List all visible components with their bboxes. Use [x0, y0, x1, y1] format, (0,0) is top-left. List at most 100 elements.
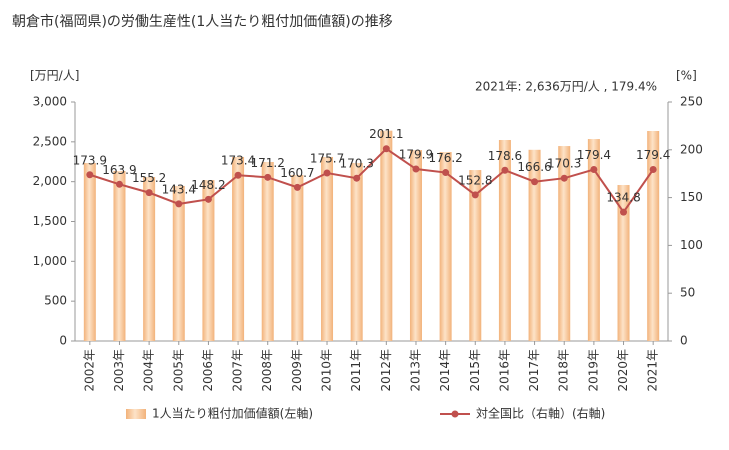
bar	[291, 174, 304, 341]
x-tick-label: 2014年	[438, 349, 452, 392]
x-tick-label: 2003年	[112, 349, 126, 392]
annotation: 2021年: 2,636万円/人 , 179.4%	[475, 80, 657, 94]
bar	[261, 161, 274, 341]
line-point	[382, 145, 390, 153]
bar	[409, 150, 422, 341]
data-label: 155.2	[132, 171, 166, 185]
y-tick-label: 1,000	[33, 254, 67, 268]
x-tick-label: 2020年	[616, 349, 630, 392]
data-label: 152.8	[458, 173, 492, 187]
x-tick-label: 2004年	[142, 349, 156, 392]
data-label: 179.4	[577, 148, 611, 162]
line	[89, 147, 654, 214]
line-point	[442, 169, 450, 177]
bar	[617, 185, 630, 341]
line-point	[412, 165, 420, 173]
y2-tick-label: 150	[680, 190, 703, 204]
bar	[350, 163, 363, 341]
y2-unit: [%]	[676, 69, 697, 83]
x-tick-label: 2019年	[586, 349, 600, 392]
y2-tick-label: 50	[680, 286, 695, 300]
data-label: 178.6	[488, 149, 522, 163]
line-point	[175, 200, 183, 208]
data-label: 175.7	[310, 152, 344, 166]
y-tick-label: 0	[59, 334, 67, 348]
y-tick-label: 1,500	[33, 214, 67, 228]
x-tick-label: 2013年	[408, 349, 422, 392]
line-point	[86, 171, 94, 179]
x-tick-label: 2017年	[527, 349, 541, 392]
x-tick-label: 2005年	[171, 349, 185, 392]
x-tick-label: 2016年	[497, 349, 511, 392]
bar	[469, 170, 482, 341]
y-unit: [万円/人]	[30, 69, 79, 83]
data-label: 163.9	[102, 163, 136, 177]
legend-swatch	[126, 409, 146, 419]
line-point	[145, 189, 153, 197]
y2-tick-label: 0	[680, 334, 688, 348]
legend-label: 1人当たり粗付加価値額(左軸)	[152, 406, 313, 421]
line-point	[560, 174, 568, 182]
data-label: 170.3	[547, 157, 581, 171]
x-tick-label: 2010年	[320, 349, 334, 392]
bar	[172, 185, 185, 341]
bar	[83, 163, 96, 341]
line-point	[264, 173, 272, 181]
bar	[439, 152, 452, 341]
line-point	[590, 165, 598, 173]
bar	[321, 156, 334, 341]
data-label: 179.4	[636, 148, 670, 162]
x-tick-label: 2015年	[468, 349, 482, 392]
data-label: 201.1	[369, 127, 403, 141]
bar	[498, 140, 511, 341]
line-point	[204, 195, 212, 203]
bar	[113, 170, 126, 341]
data-label: 143.4	[162, 182, 196, 196]
bar	[587, 139, 600, 341]
line-point	[531, 178, 539, 186]
data-label: 170.3	[339, 157, 373, 171]
data-label: 176.2	[428, 151, 462, 165]
x-tick-label: 2012年	[379, 349, 393, 392]
line-point	[501, 166, 509, 174]
y2-tick-label: 100	[680, 238, 703, 252]
legend-swatch	[451, 410, 459, 418]
y2-tick-label: 200	[680, 142, 703, 156]
x-tick-label: 2006年	[201, 349, 215, 392]
line-point	[353, 174, 361, 182]
line-point	[649, 165, 657, 173]
bar	[528, 149, 541, 341]
line-point	[323, 169, 331, 177]
bar	[558, 146, 571, 341]
data-label: 134.8	[606, 191, 640, 205]
data-label: 173.4	[221, 154, 255, 168]
data-label: 148.2	[191, 178, 225, 192]
data-label: 166.6	[517, 160, 551, 174]
x-tick-label: 2021年	[646, 349, 660, 392]
x-tick-label: 2007年	[231, 349, 245, 392]
y-tick-label: 500	[44, 294, 67, 308]
x-tick-label: 2008年	[260, 349, 274, 392]
chart-title: 朝倉市(福岡県)の労働生産性(1人当たり粗付加価値額)の推移	[12, 13, 393, 30]
legend-label: 対全国比（右軸）(右軸)	[476, 406, 605, 421]
x-tick-label: 2011年	[349, 349, 363, 392]
bar	[232, 156, 245, 341]
data-label: 160.7	[280, 166, 314, 180]
bar	[380, 130, 393, 341]
x-tick-label: 2018年	[557, 349, 571, 392]
line-point	[471, 191, 479, 199]
y-tick-label: 3,000	[33, 95, 67, 109]
line-point	[234, 171, 242, 179]
data-label: 173.9	[73, 153, 107, 167]
y-tick-label: 2,000	[33, 174, 67, 188]
bar	[202, 180, 215, 341]
bar	[143, 177, 156, 341]
x-tick-label: 2009年	[290, 349, 304, 392]
line-point	[115, 180, 123, 188]
line-point	[293, 183, 301, 191]
y2-tick-label: 250	[680, 95, 703, 109]
line-point	[620, 208, 628, 216]
y-tick-label: 2,500	[33, 134, 67, 148]
data-label: 179.9	[399, 148, 433, 162]
